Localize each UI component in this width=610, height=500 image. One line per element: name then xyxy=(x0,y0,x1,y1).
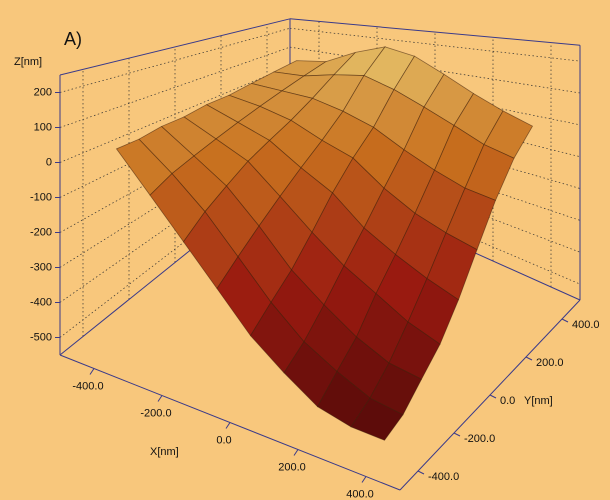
x-tick-label: -400.0 xyxy=(72,380,103,392)
x-tick-label: 0.0 xyxy=(216,434,231,446)
z-tick-label: 200 xyxy=(34,86,52,98)
x-axis-label: X[nm] xyxy=(150,446,179,458)
z-tick-label: -100 xyxy=(30,191,52,203)
chart: A) Z[nm] X[nm] 200 100 0 -100 -200 -300 -400 -5… xyxy=(0,0,610,500)
z-tick-label: -400 xyxy=(30,296,52,308)
y-tick-label: 400.0 xyxy=(572,319,600,331)
y-tick-label: -200.0 xyxy=(464,433,495,445)
x-tick-label: 200.0 xyxy=(278,461,306,473)
z-tick-label: 0 xyxy=(46,156,52,168)
y-tick-label: -400.0 xyxy=(428,471,459,483)
z-tick-label: -200 xyxy=(30,226,52,238)
y-tick-label: 200.0 xyxy=(536,357,564,369)
z-tick-label: -500 xyxy=(30,331,52,343)
y-tick-label: 0.0 xyxy=(500,395,515,407)
chart-title: A) xyxy=(64,29,82,49)
z-tick-label: -300 xyxy=(30,261,52,273)
y-axis-label: Y[nm] xyxy=(524,395,553,407)
x-tick-label: -200.0 xyxy=(140,407,171,419)
x-tick-label: 400.0 xyxy=(346,488,374,500)
z-axis-label: Z[nm] xyxy=(14,56,42,68)
z-tick-label: 100 xyxy=(34,121,52,133)
